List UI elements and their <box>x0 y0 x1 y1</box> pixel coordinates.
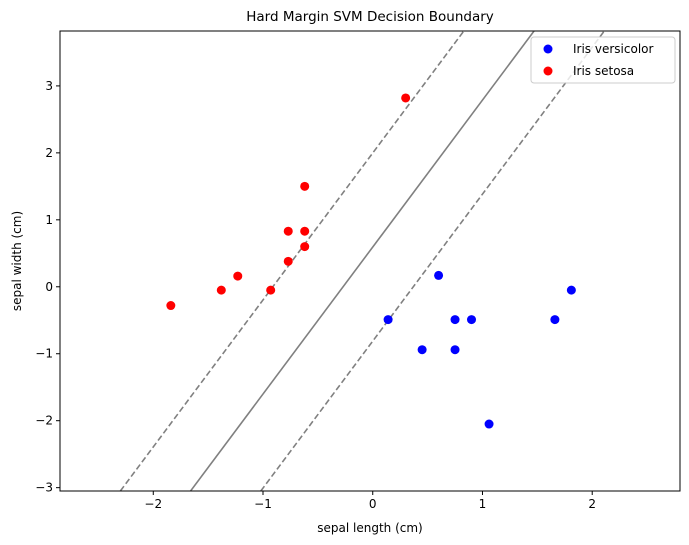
point-setosa-9 <box>166 301 176 311</box>
margin-lower-line <box>260 31 605 491</box>
legend-label-versicolor: Iris versicolor <box>573 42 653 56</box>
point-versicolor-2 <box>383 315 393 325</box>
point-setosa-4 <box>300 242 310 252</box>
y-tick-label: −3 <box>35 481 53 495</box>
y-tick-label: 1 <box>45 213 53 227</box>
x-tick-label: 2 <box>588 497 596 511</box>
y-axis-label: sepal width (cm) <box>10 211 24 311</box>
point-setosa-0 <box>401 93 411 103</box>
y-axis-ticks: −3 −2 −1 0 1 2 3 <box>35 79 60 495</box>
point-setosa-1 <box>300 181 310 191</box>
legend-marker-setosa <box>543 66 553 76</box>
point-versicolor-1 <box>566 285 576 295</box>
point-versicolor-3 <box>450 315 460 325</box>
x-axis-ticks: −2 −1 0 1 2 <box>144 491 596 511</box>
data-points <box>166 93 576 429</box>
y-tick-label: 3 <box>45 79 53 93</box>
y-tick-label: 0 <box>45 280 53 294</box>
plot-frame <box>59 30 681 492</box>
point-setosa-7 <box>216 285 226 295</box>
point-setosa-5 <box>283 256 293 266</box>
decision-boundary-line <box>189 31 535 491</box>
y-tick-label: −1 <box>35 347 53 361</box>
x-tick-label: −2 <box>144 497 162 511</box>
point-setosa-8 <box>266 285 276 295</box>
point-setosa-2 <box>283 226 293 236</box>
x-tick-label: −1 <box>254 497 272 511</box>
y-tick-label: −2 <box>35 414 53 428</box>
legend-marker-versicolor <box>543 44 553 54</box>
point-versicolor-4 <box>467 315 477 325</box>
point-versicolor-5 <box>550 315 560 325</box>
y-tick-label: 2 <box>45 146 53 160</box>
point-versicolor-7 <box>450 345 460 355</box>
x-tick-label: 0 <box>369 497 377 511</box>
legend: Iris versicolor Iris setosa <box>530 36 676 84</box>
margin-upper-line <box>119 31 465 491</box>
chart-title: Hard Margin SVM Decision Boundary <box>246 9 494 25</box>
point-versicolor-8 <box>484 419 494 429</box>
x-tick-label: 1 <box>479 497 487 511</box>
point-versicolor-0 <box>434 270 444 280</box>
point-setosa-3 <box>300 226 310 236</box>
x-axis-label: sepal length (cm) <box>317 521 422 535</box>
point-setosa-6 <box>233 271 243 281</box>
legend-box <box>530 36 676 84</box>
point-versicolor-6 <box>417 345 427 355</box>
boundary-lines <box>119 31 605 491</box>
legend-label-setosa: Iris setosa <box>573 64 634 78</box>
